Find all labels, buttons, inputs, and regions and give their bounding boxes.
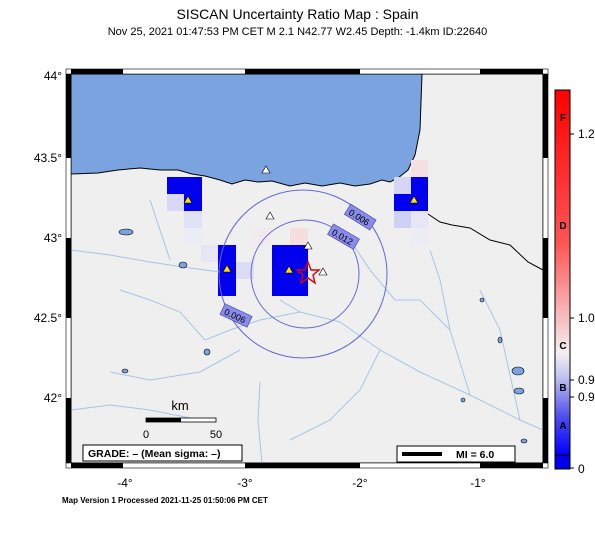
grade-box: GRADE: – (Mean sigma: –) [82,444,243,462]
lat-tick-label: 43° [44,231,62,245]
lon-tick-labels: -4° -3° -2° -1° [117,476,486,490]
mi-legend: MI = 6.0 [396,445,516,463]
lon-tick-label: -2° [352,476,368,490]
lat-tick-labels: 44° 43.5° 43° 42.5° 42° [34,69,62,405]
colorbar-value: 1.2 [578,127,595,141]
map-title: SISCAN Uncertainty Ratio Map : Spain [176,6,419,22]
lat-tick-label: 44° [44,69,62,83]
mi-legend-text: MI = 6.0 [456,449,494,461]
epicenter-star [295,260,321,285]
lat-tick-label: 42° [44,391,62,405]
lat-tick-label: 42.5° [34,311,62,325]
lon-tick-label: -1° [470,476,486,490]
scale-end: 50 [210,429,222,441]
lakes [118,228,528,444]
grade-label: F [560,113,566,124]
sea-area [71,74,543,187]
event-subtitle: Nov 25, 2021 01:47:53 PM CET M 2.1 N42.7… [107,26,488,38]
grade-text: GRADE: – (Mean sigma: –) [88,448,220,460]
colorbar-value: 0.9 [578,373,595,387]
scale-unit: km [171,398,188,413]
scale-bar: km 0 50 [143,398,222,441]
lon-tick-label: -4° [117,476,133,490]
lon-tick-label: -3° [237,476,253,490]
scale-start: 0 [143,429,149,441]
colorbar-value: 0.9 [578,390,595,404]
colorbar-value: 0 [578,462,585,476]
grade-label: B [559,383,566,394]
frame-border [65,68,549,469]
colorbar: F D C B A 1.2 1.0 0.9 0.9 0 [554,89,595,476]
station-markers [183,165,419,276]
grade-label: D [559,221,566,232]
uncertainty-contours [218,189,388,359]
grade-label: A [559,421,566,432]
processing-footer: Map Version 1 Processed 2021-11-25 01:50… [62,496,268,505]
colorbar-value: 1.0 [578,311,595,325]
lat-tick-label: 43.5° [34,151,62,165]
grade-label: C [559,341,566,352]
